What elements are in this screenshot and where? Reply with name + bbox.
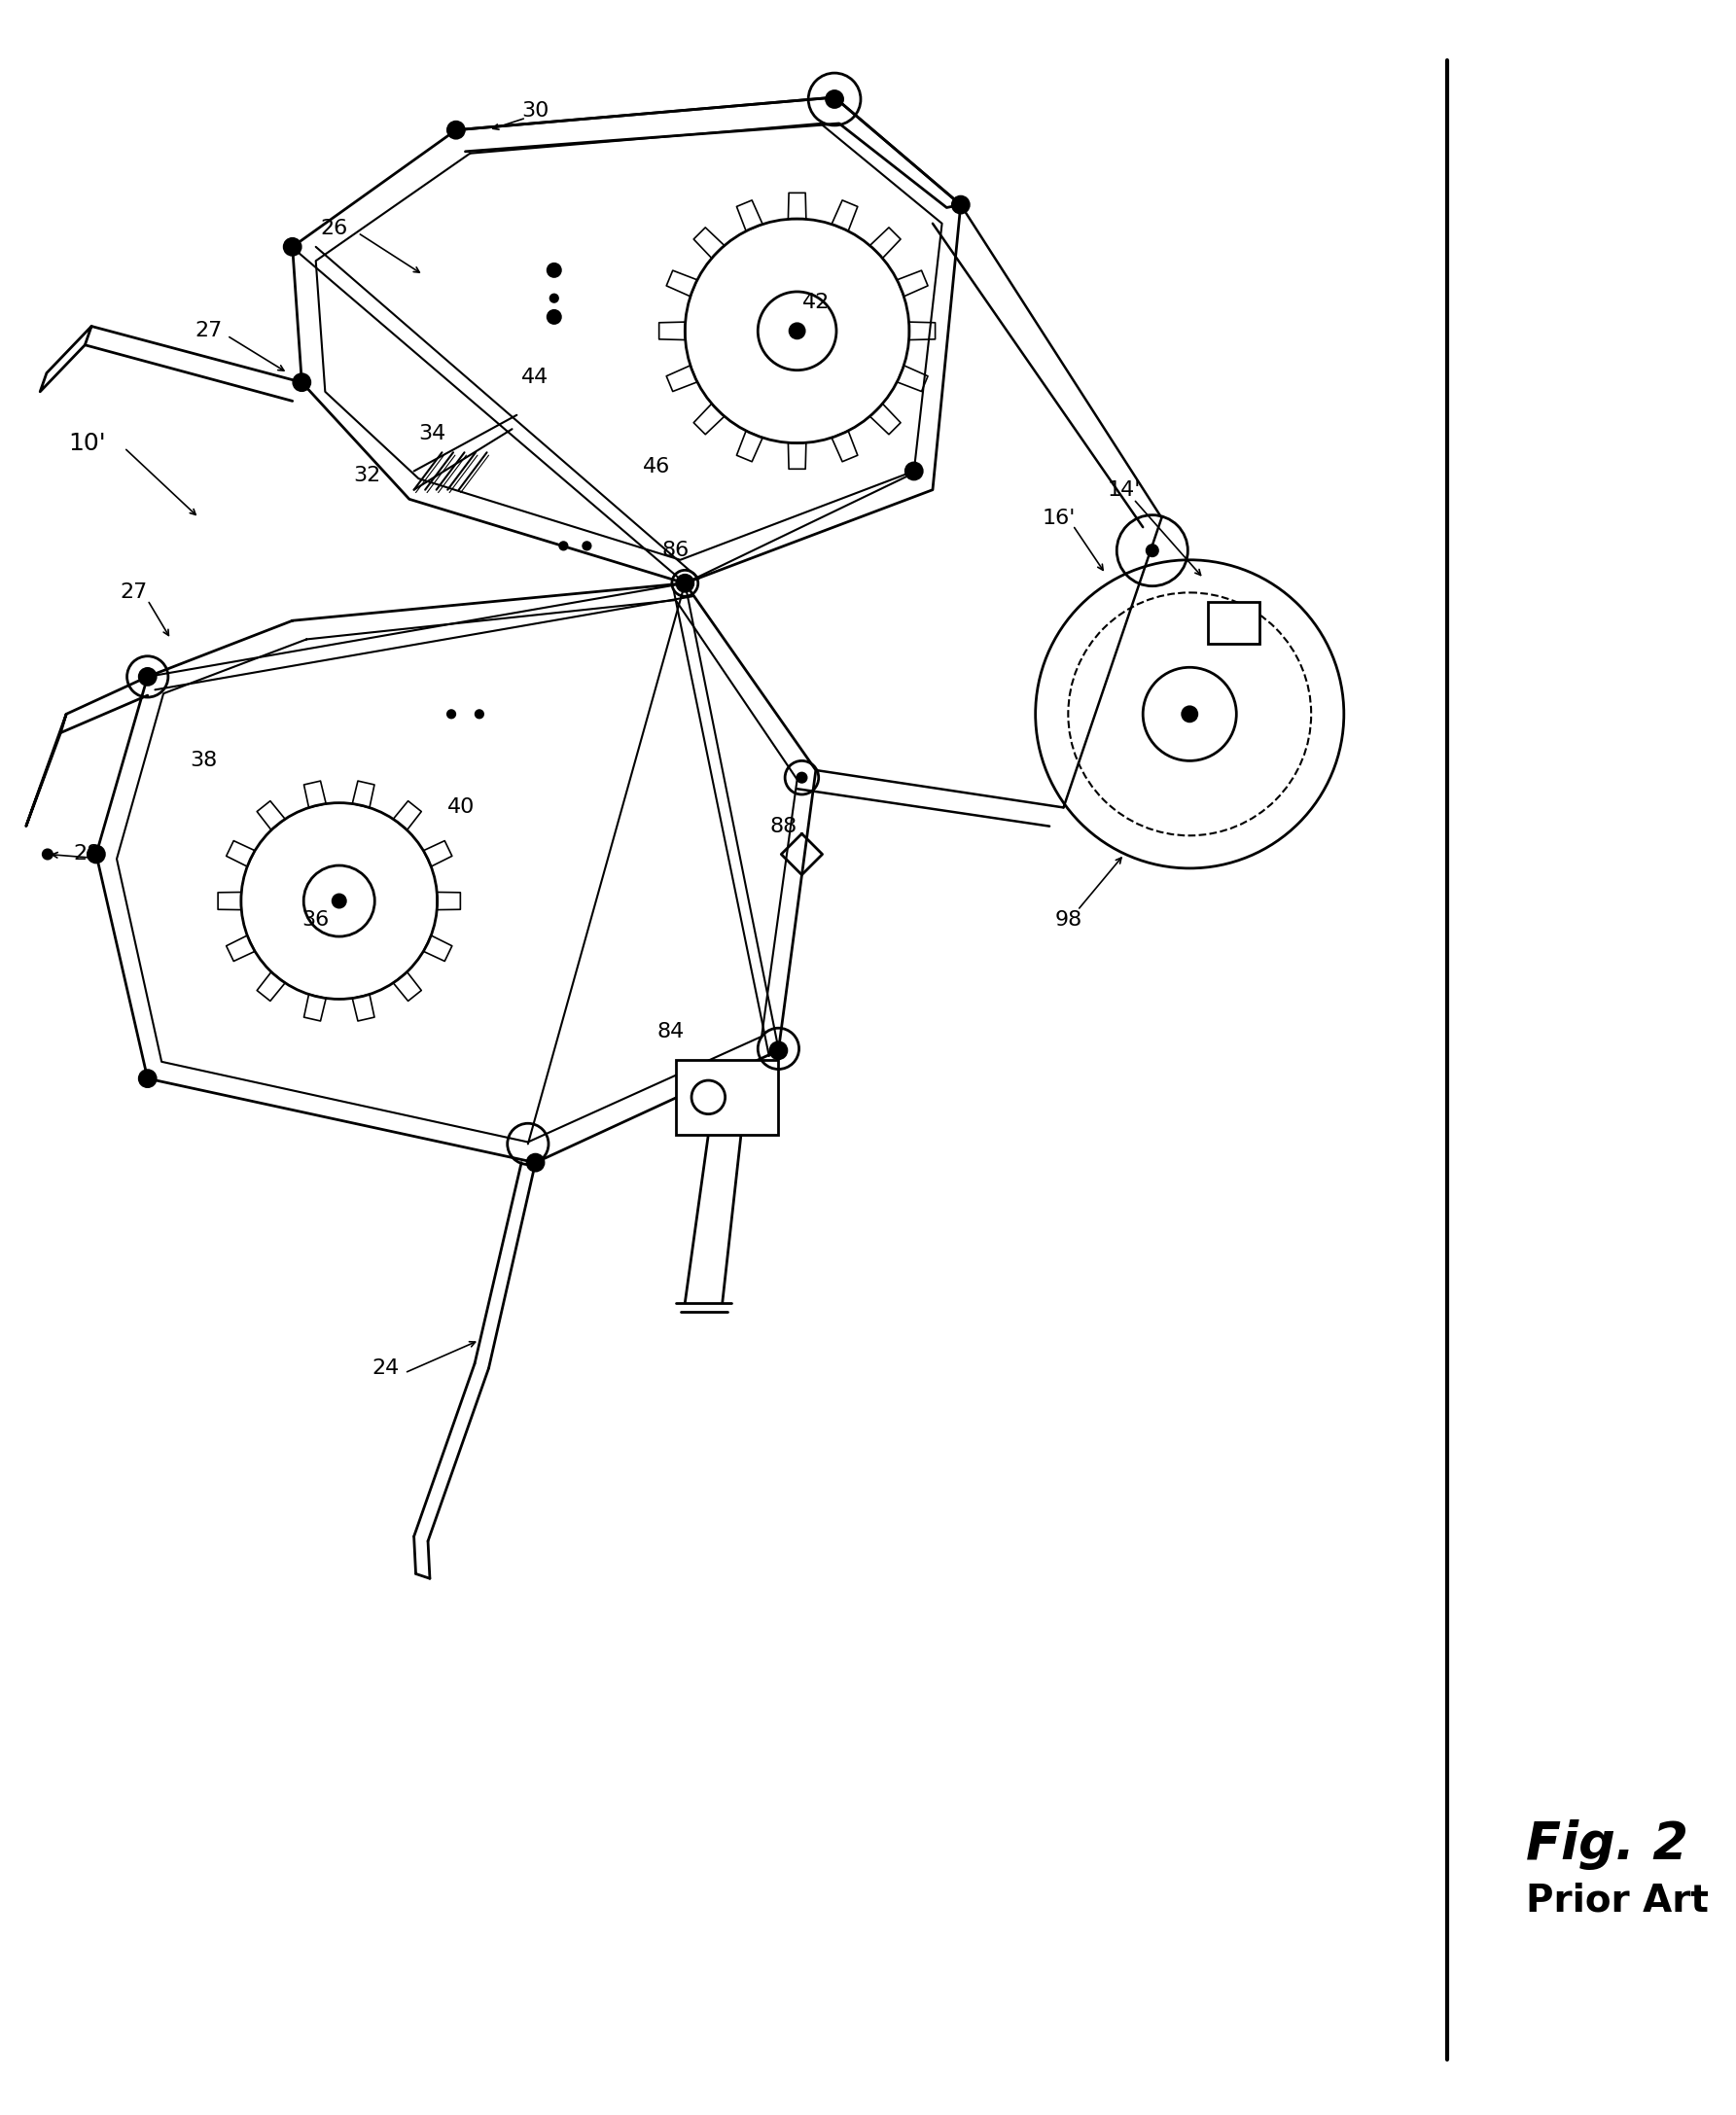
FancyBboxPatch shape — [1208, 603, 1260, 643]
Text: Fig. 2: Fig. 2 — [1526, 1819, 1689, 1870]
Circle shape — [826, 91, 844, 108]
Circle shape — [448, 121, 465, 137]
Text: 44: 44 — [523, 368, 549, 387]
Circle shape — [677, 575, 693, 592]
Circle shape — [771, 1043, 786, 1060]
Circle shape — [43, 850, 52, 859]
Circle shape — [559, 541, 568, 550]
Circle shape — [547, 264, 561, 277]
Text: 28: 28 — [73, 844, 101, 863]
Text: 98: 98 — [1054, 909, 1082, 928]
Text: 34: 34 — [418, 423, 446, 444]
Text: 27: 27 — [120, 584, 148, 603]
Circle shape — [830, 95, 838, 104]
Circle shape — [285, 239, 300, 256]
Text: 26: 26 — [321, 218, 349, 237]
Circle shape — [681, 580, 689, 588]
Text: 10': 10' — [68, 431, 106, 455]
Circle shape — [476, 711, 483, 717]
Circle shape — [790, 324, 804, 338]
FancyBboxPatch shape — [675, 1060, 778, 1134]
Text: 24: 24 — [372, 1358, 399, 1379]
Text: 30: 30 — [521, 102, 549, 121]
Text: 84: 84 — [658, 1022, 684, 1041]
Text: Prior Art: Prior Art — [1526, 1882, 1708, 1918]
Circle shape — [1182, 706, 1198, 721]
Text: 32: 32 — [354, 465, 380, 486]
Circle shape — [547, 311, 561, 324]
Circle shape — [333, 895, 345, 907]
Circle shape — [797, 772, 807, 783]
Text: 36: 36 — [302, 909, 330, 928]
Circle shape — [953, 197, 969, 214]
Circle shape — [1147, 546, 1158, 556]
Circle shape — [448, 711, 455, 717]
Text: 27: 27 — [194, 321, 222, 341]
Circle shape — [293, 374, 311, 391]
Circle shape — [139, 1070, 156, 1087]
Text: 16': 16' — [1042, 508, 1076, 527]
Text: 86: 86 — [661, 541, 689, 560]
Text: 42: 42 — [802, 294, 830, 313]
Circle shape — [550, 266, 557, 275]
Circle shape — [89, 846, 104, 863]
Circle shape — [583, 541, 590, 550]
Circle shape — [550, 294, 557, 302]
Text: 14': 14' — [1108, 480, 1141, 499]
Text: 88: 88 — [769, 816, 797, 835]
Text: 38: 38 — [189, 751, 217, 770]
Text: 40: 40 — [446, 797, 474, 816]
Text: 46: 46 — [644, 457, 670, 476]
Circle shape — [906, 463, 922, 480]
Circle shape — [139, 668, 156, 685]
Circle shape — [528, 1155, 543, 1172]
